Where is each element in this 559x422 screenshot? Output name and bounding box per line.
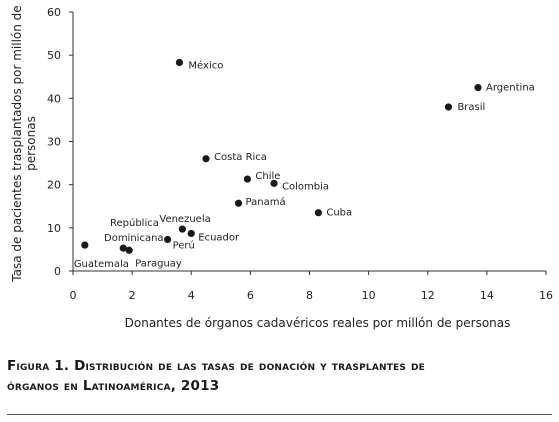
y-tick-label: 50 — [47, 49, 61, 62]
data-point — [202, 155, 210, 163]
scatter-chart: 0 2 4 6 8 10 12 14 16 0 10 20 30 40 50 60 Donantes de ór… — [10, 5, 553, 330]
y-tick-label: 30 — [47, 136, 61, 149]
x-tick-label: 4 — [188, 289, 195, 302]
x-tick-label: 10 — [362, 289, 376, 302]
data-point — [270, 179, 278, 187]
point-label: Chile — [255, 171, 280, 182]
x-axis-label: Donantes de órganos cadavéricos reales p… — [125, 316, 511, 330]
data-point — [81, 241, 89, 249]
x-tick-label: 16 — [539, 289, 553, 302]
data-point — [187, 229, 195, 238]
x-tick-label: 8 — [306, 289, 313, 302]
data-point — [125, 246, 133, 254]
y-axis-label-line: Tasa de pacientes trasplantados por mill… — [10, 5, 24, 282]
x-tick-label: 0 — [70, 289, 77, 302]
point-label: Guatemala — [74, 259, 129, 270]
point-label: Paraguay — [135, 258, 182, 269]
data-point — [243, 175, 252, 183]
data-point — [234, 199, 243, 207]
data-point — [444, 103, 453, 111]
figure-caption: Figura 1. Distribución de las tasas de d… — [7, 356, 555, 396]
y-axis-label: Tasa de pacientes trasplantados por mill… — [10, 5, 38, 282]
y-tick-label: 0 — [54, 265, 61, 278]
point-label: México — [188, 60, 223, 72]
caption-line-2: órganos en Latinoamérica, 2013 — [7, 378, 220, 394]
point-label: Brasil — [457, 102, 485, 113]
point-label: Colombia — [282, 181, 329, 192]
point-label: Costa Rica — [214, 152, 267, 163]
data-point — [314, 209, 322, 217]
data-point — [178, 225, 186, 233]
point-label: Panamá — [246, 196, 286, 208]
y-tick-label: 60 — [47, 6, 61, 19]
x-tick-label: 14 — [480, 289, 494, 302]
y-tick-label: 40 — [47, 92, 61, 105]
point-label: República — [110, 217, 159, 229]
point-label: Venezuela — [159, 214, 210, 225]
point-label: Argentina — [486, 83, 535, 94]
y-axis-label-line: personas — [24, 116, 38, 171]
point-label: Perú — [173, 239, 195, 251]
caption-divider — [7, 414, 552, 415]
x-tick-label: 6 — [247, 289, 254, 302]
data-point — [175, 58, 184, 67]
point-label: Dominicana — [104, 233, 164, 244]
y-tick-label: 20 — [47, 179, 61, 192]
point-label: Cuba — [326, 208, 352, 219]
data-point — [164, 235, 172, 244]
data-point — [119, 244, 127, 252]
data-point — [474, 83, 482, 92]
y-tick-label: 10 — [47, 222, 61, 235]
x-tick-label: 2 — [129, 289, 136, 302]
caption-line-1: Figura 1. Distribución de las tasas de d… — [7, 358, 426, 374]
x-tick-label: 12 — [421, 289, 435, 302]
point-label: Ecuador — [198, 232, 240, 243]
